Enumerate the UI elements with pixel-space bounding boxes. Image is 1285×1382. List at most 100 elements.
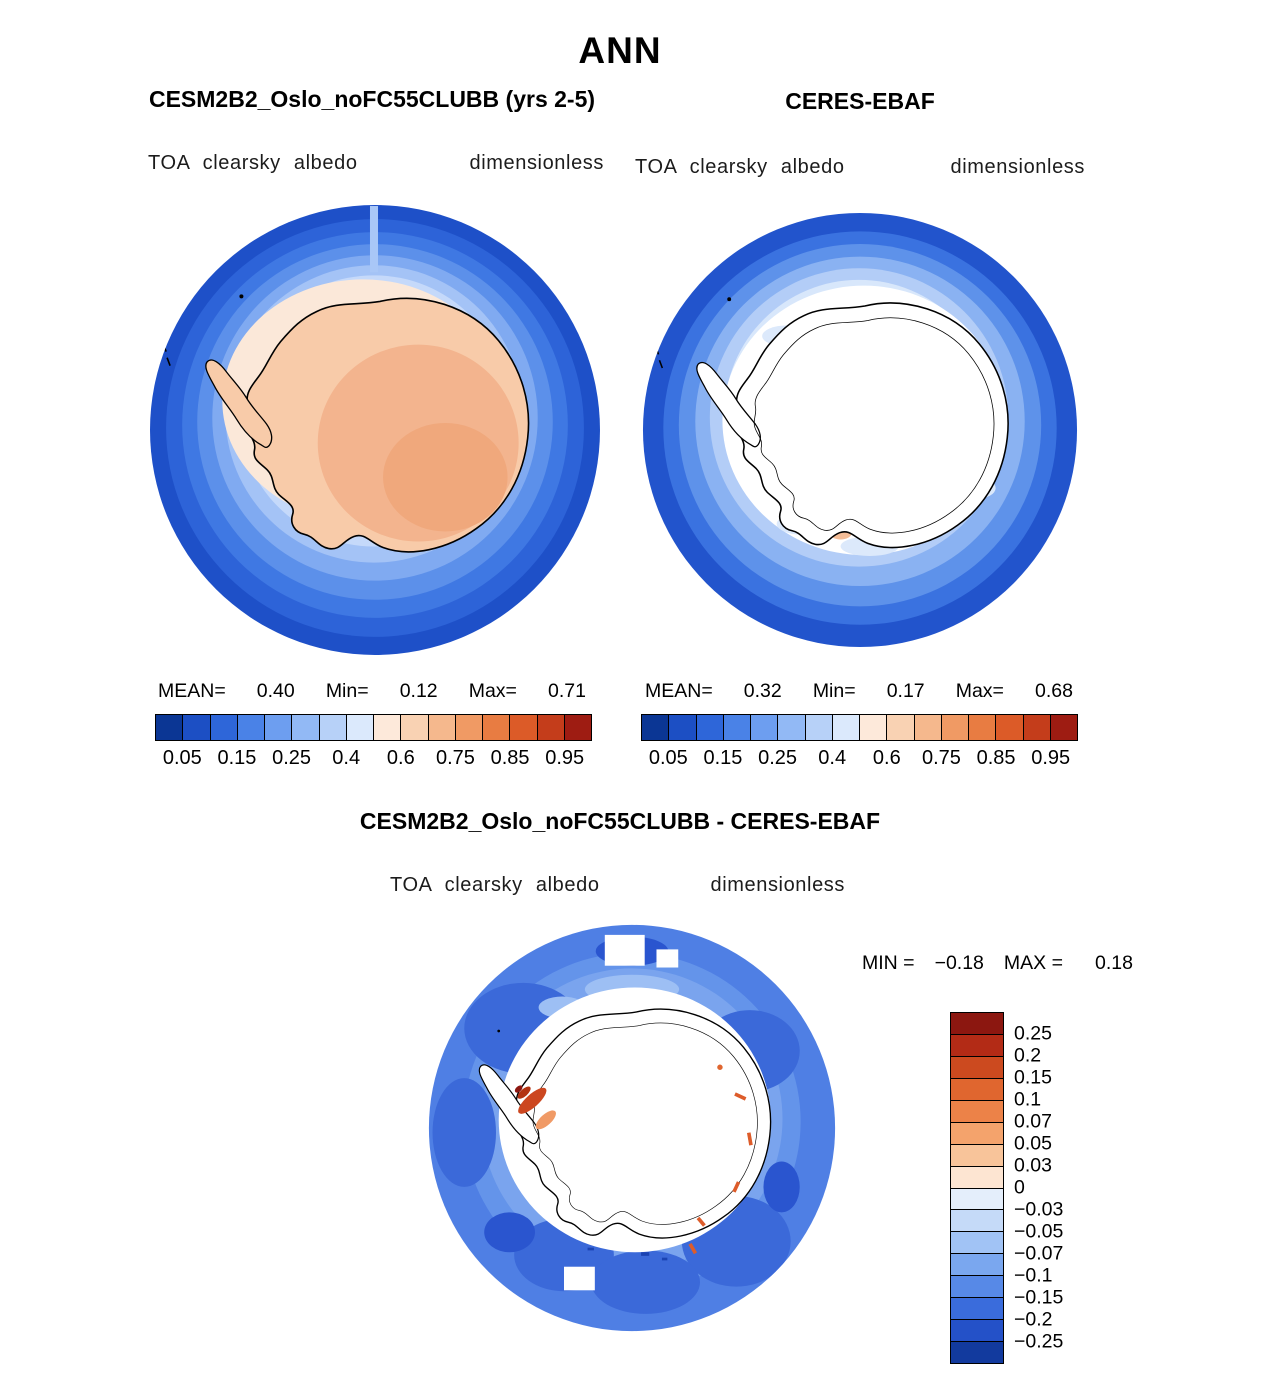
tick-label: −0.07 (1014, 1242, 1064, 1265)
colorbar-cell (951, 1033, 1003, 1056)
colorbar-cell (951, 1121, 1003, 1144)
colorbar-cell (264, 715, 292, 740)
colorbar-cell (951, 1187, 1003, 1210)
colorbar-cell (951, 1099, 1003, 1122)
mean-label: MEAN= (158, 680, 226, 702)
colorbar-cell (859, 715, 887, 740)
min-label: Min= (812, 680, 856, 702)
colorbar-cell (777, 715, 805, 740)
colorbar-cell (1049, 715, 1077, 740)
mean-label: MEAN= (645, 680, 713, 702)
colorbar-cell (951, 1275, 1003, 1298)
max-label: Max= (468, 680, 517, 702)
max-value: 0.68 (1035, 680, 1073, 702)
colorbar-cell (951, 1055, 1003, 1078)
diff-units-label: dimensionless (710, 874, 845, 896)
max-label: MAX = (1003, 952, 1063, 974)
colorbar-cell (642, 715, 669, 740)
colorbar-cell (804, 715, 832, 740)
tick-label: −0.1 (1014, 1264, 1053, 1287)
obs-units-label: dimensionless (950, 156, 1085, 178)
colorbar-cell (236, 715, 264, 740)
colorbar-cell (940, 715, 968, 740)
min-value: 0.12 (399, 680, 438, 702)
colorbar-cell (831, 715, 859, 740)
model-stats: MEAN= 0.40 Min= 0.12 Max= 0.71 (158, 680, 586, 703)
diff-map (428, 924, 836, 1332)
colorbar-cell (951, 1253, 1003, 1276)
colorbar-cell (951, 1013, 1003, 1034)
colorbar-cell (750, 715, 778, 740)
data-gap-notches (564, 934, 679, 1291)
colorbar-cell (968, 715, 996, 740)
tick-label: 0.95 (545, 747, 585, 769)
model-map (150, 205, 600, 655)
tick-label: 0.15 (1014, 1066, 1052, 1089)
tick-label: 0.07 (1014, 1110, 1052, 1133)
obs-map (642, 212, 1078, 648)
tick-label: 0.25 (272, 747, 312, 769)
colorbar-cell (318, 715, 346, 740)
positive-bias-marks (514, 1064, 753, 1255)
tick-label: 0.05 (1014, 1132, 1052, 1155)
obs-variable-label: TOA clearsky albedo (635, 156, 845, 178)
tick-label: 0.2 (1014, 1044, 1042, 1067)
negative-bias-blotches (432, 982, 800, 1314)
colorbar-cell (156, 715, 183, 740)
tick-label: 0.75 (921, 747, 961, 769)
tick-label: 0.25 (758, 747, 798, 769)
min-value: −0.18 (934, 952, 984, 974)
tick-label: −0.03 (1014, 1198, 1064, 1221)
colorbar-cell (563, 715, 591, 740)
colorbar-cell (951, 1297, 1003, 1320)
island-mark (239, 294, 244, 299)
tick-label: 0.05 (162, 747, 202, 769)
tick-label: 0.4 (332, 747, 361, 769)
colorbar-cell (1022, 715, 1050, 740)
model-map-ocean (150, 205, 600, 655)
tick-label: 0.15 (703, 747, 743, 769)
colorbar-cell (951, 1165, 1003, 1188)
tick-label: 0.85 (490, 747, 530, 769)
tick-label: 0.15 (217, 747, 257, 769)
max-value: 0.71 (548, 680, 586, 702)
tick-label: 0.25 (1014, 1022, 1052, 1045)
antarctica-landmass (205, 297, 530, 553)
colorbar-cell (209, 715, 237, 740)
island-mark (497, 1029, 501, 1033)
obs-panel-title: CERES-EBAF (785, 88, 935, 114)
obs-map-ocean (642, 212, 1078, 648)
tick-label: 0.85 (976, 747, 1016, 769)
model-variable-row: TOA clearsky albedo dimensionless (148, 152, 604, 175)
tick-label: 0.4 (818, 747, 847, 769)
colorbar-cell (951, 1077, 1003, 1100)
colorbar-cell (722, 715, 750, 740)
tick-label: −0.15 (1014, 1286, 1064, 1309)
tick-label: 0.1 (1014, 1088, 1042, 1111)
mean-value: 0.40 (256, 680, 295, 702)
colorbar-cell (695, 715, 723, 740)
tick-label: −0.05 (1014, 1220, 1064, 1243)
island-mark (727, 297, 732, 302)
colorbar-cell (373, 715, 401, 740)
model-variable-label: TOA clearsky albedo (148, 152, 358, 174)
max-value: 0.18 (1094, 952, 1133, 974)
model-panel-title: CESM2B2_Oslo_noFC55CLUBB (yrs 2-5) (148, 86, 596, 112)
model-colorbar-ticks: 0.05 0.15 0.25 0.4 0.6 0.75 0.85 0.95 (155, 747, 592, 770)
diff-colorbar-ticks: 0.25 0.2 0.15 0.1 0.07 0.05 0.03 0 −0.03 −0.05 −0.… (1014, 1012, 1084, 1364)
colorbar-cell (886, 715, 914, 740)
colorbar-cell (995, 715, 1023, 740)
tick-label: 0.05 (648, 747, 688, 769)
model-units-label: dimensionless (469, 152, 604, 174)
tick-label: 0 (1014, 1176, 1025, 1199)
colorbar-cell (536, 715, 564, 740)
tick-label: 0.6 (872, 747, 901, 769)
season-title: ANN (578, 30, 662, 71)
colorbar-cell (913, 715, 941, 740)
tick-label: 0.75 (435, 747, 475, 769)
diff-variable-label: TOA clearsky albedo (390, 874, 600, 896)
min-label: MIN = (862, 952, 915, 974)
colorbar-cell (427, 715, 455, 740)
colorbar-cell (400, 715, 428, 740)
